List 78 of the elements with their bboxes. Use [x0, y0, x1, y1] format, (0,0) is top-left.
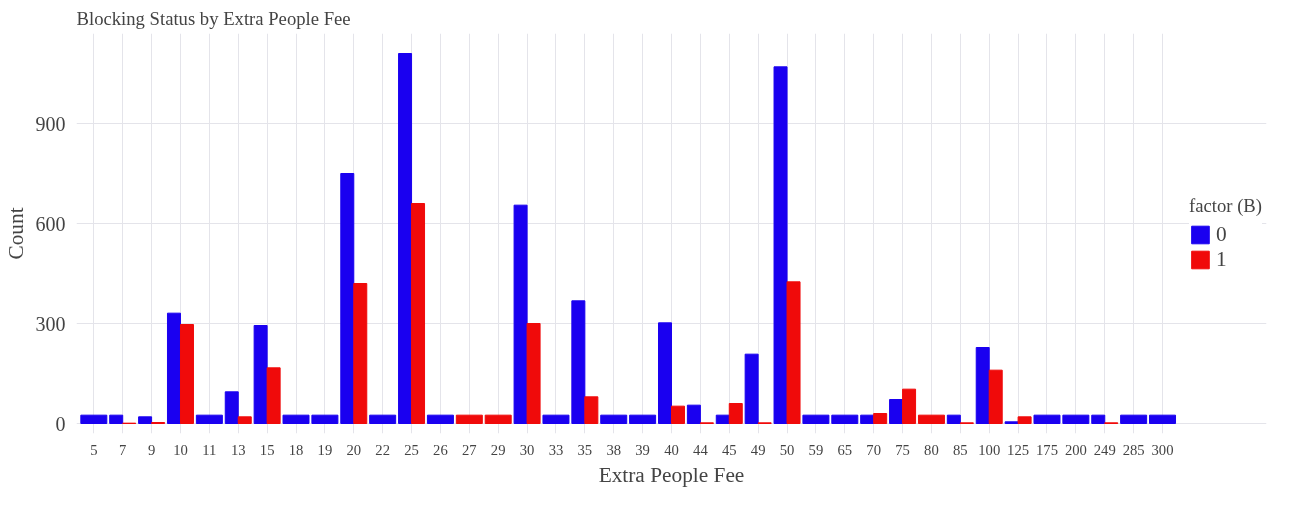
y-axis-title: Count — [3, 207, 28, 260]
bar — [889, 399, 904, 424]
x-tick-label: 125 — [1007, 441, 1030, 458]
y-tick-label: 900 — [35, 112, 66, 135]
x-tick-label: 27 — [461, 441, 477, 458]
x-tick-label: 50 — [779, 441, 795, 458]
x-tick-label: 59 — [808, 441, 824, 458]
x-tick-label: 35 — [577, 441, 593, 458]
bar — [975, 347, 990, 424]
x-axis-title: Extra People Fee — [598, 462, 745, 487]
bar — [773, 66, 788, 424]
x-tick-label: 20 — [346, 441, 362, 458]
bar — [224, 391, 239, 424]
x-tick-label: 80 — [924, 441, 939, 458]
chart-title: Blocking Status by Extra People Fee — [76, 7, 351, 29]
bar — [584, 396, 599, 424]
x-tick-label: 10 — [173, 441, 188, 458]
x-tick-label: 85 — [953, 441, 968, 458]
x-tick-label: 18 — [288, 441, 304, 458]
bar — [109, 414, 124, 424]
bar — [411, 203, 426, 424]
x-tick-label: 11 — [202, 441, 217, 458]
x-tick-label: 15 — [259, 441, 275, 458]
x-tick-label: 100 — [978, 441, 1001, 458]
x-tick-label: 39 — [635, 441, 650, 458]
bar — [860, 414, 875, 424]
x-tick-label: 40 — [664, 441, 679, 458]
bar — [398, 53, 413, 424]
x-tick-label: 175 — [1035, 441, 1058, 458]
bar — [526, 323, 541, 424]
x-tick-label: 5 — [90, 441, 98, 458]
x-tick-label: 38 — [606, 441, 622, 458]
bar — [166, 312, 181, 424]
y-tick-label: 0 — [55, 412, 66, 435]
bar — [686, 404, 701, 424]
bar — [1017, 416, 1032, 424]
x-tick-label: 45 — [721, 441, 737, 458]
x-tick-label: 44 — [693, 441, 709, 458]
x-tick-label: 13 — [230, 441, 246, 458]
x-tick-label: 22 — [375, 441, 390, 458]
bar — [671, 405, 685, 424]
legend-label: 1 — [1215, 246, 1228, 272]
bar — [715, 414, 730, 424]
legend-label: 0 — [1215, 221, 1228, 247]
x-tick-label: 19 — [317, 441, 333, 458]
bar — [946, 414, 961, 424]
x-tick-label: 300 — [1151, 441, 1174, 458]
bar — [873, 413, 888, 424]
bar — [988, 369, 1003, 424]
y-tick-label: 300 — [35, 312, 66, 335]
x-tick-label: 7 — [119, 441, 127, 458]
legend-title: factor (B) — [1188, 194, 1262, 217]
bar — [353, 283, 368, 424]
y-tick-label: 600 — [35, 212, 66, 235]
bar — [786, 281, 801, 424]
x-tick-label: 49 — [750, 441, 766, 458]
x-tick-label: 200 — [1064, 441, 1087, 458]
bar — [179, 324, 194, 424]
bar — [253, 325, 268, 424]
bar — [266, 367, 281, 424]
x-tick-label: 285 — [1122, 441, 1145, 458]
x-tick-label: 70 — [866, 441, 882, 458]
bar — [513, 204, 528, 424]
x-tick-label: 65 — [837, 441, 853, 458]
x-tick-label: 29 — [490, 441, 506, 458]
x-tick-label: 75 — [895, 441, 910, 458]
bar — [138, 416, 153, 424]
bar — [744, 353, 759, 424]
x-tick-label: 249 — [1093, 441, 1116, 458]
x-tick-label: 25 — [404, 441, 419, 458]
bar — [902, 388, 917, 424]
x-tick-label: 9 — [147, 441, 156, 458]
x-tick-label: 26 — [433, 441, 448, 458]
bar — [237, 416, 252, 424]
bar — [658, 322, 672, 424]
x-tick-label: 30 — [519, 441, 535, 458]
bar — [728, 403, 743, 424]
x-tick-label: 33 — [548, 441, 564, 458]
